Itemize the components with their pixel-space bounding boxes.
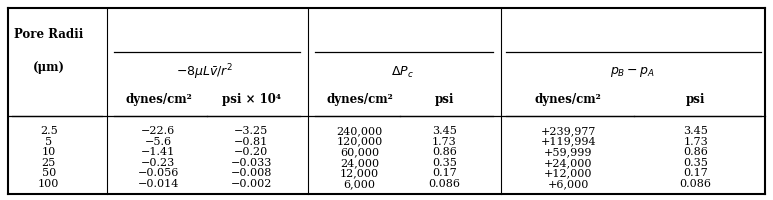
Text: −0.014: −0.014 [138,179,179,189]
Text: 12,000: 12,000 [340,168,379,178]
Text: psi: psi [686,94,706,106]
Text: 60,000: 60,000 [340,147,379,157]
Text: 0.086: 0.086 [428,179,461,189]
Text: −0.056: −0.056 [138,168,179,178]
Text: 10: 10 [42,147,56,157]
Text: $\Delta P_c$: $\Delta P_c$ [390,65,414,80]
Text: −5.6: −5.6 [145,137,172,147]
Text: 0.86: 0.86 [432,147,457,157]
Text: psi: psi [434,94,455,106]
Text: dynes/cm²: dynes/cm² [326,94,393,106]
Text: +119,994: +119,994 [540,137,596,147]
Text: −0.23: −0.23 [141,158,175,168]
Text: −0.20: −0.20 [234,147,268,157]
Text: psi × 10⁴: psi × 10⁴ [222,94,281,106]
Text: 1.73: 1.73 [432,137,457,147]
Text: 0.17: 0.17 [432,168,457,178]
Text: $-8\mu L\bar{v}/r^2$: $-8\mu L\bar{v}/r^2$ [176,62,233,82]
Text: 5: 5 [45,137,53,147]
Text: +6,000: +6,000 [547,179,589,189]
Text: 100: 100 [38,179,60,189]
Text: (μm): (μm) [32,62,65,74]
Text: 1.73: 1.73 [683,137,708,147]
Text: Pore Radii: Pore Radii [14,27,83,40]
Text: 24,000: 24,000 [340,158,379,168]
Text: 3.45: 3.45 [683,126,708,136]
Text: 0.35: 0.35 [432,158,457,168]
Text: 0.35: 0.35 [683,158,708,168]
Text: −22.6: −22.6 [141,126,175,136]
Text: +12,000: +12,000 [544,168,592,178]
Text: 2.5: 2.5 [40,126,57,136]
Text: 6,000: 6,000 [343,179,376,189]
Text: 0.086: 0.086 [679,179,712,189]
Text: −3.25: −3.25 [234,126,268,136]
Text: 0.86: 0.86 [683,147,708,157]
Text: +24,000: +24,000 [544,158,592,168]
Text: +239,977: +239,977 [540,126,596,136]
Text: 0.17: 0.17 [683,168,708,178]
Text: −0.033: −0.033 [230,158,272,168]
Text: 120,000: 120,000 [336,137,383,147]
Text: −0.008: −0.008 [230,168,272,178]
Text: −1.41: −1.41 [141,147,175,157]
Text: $p_B - p_A$: $p_B - p_A$ [610,65,655,79]
Text: 240,000: 240,000 [336,126,383,136]
Text: dynes/cm²: dynes/cm² [125,94,192,106]
Text: 50: 50 [42,168,56,178]
Text: 25: 25 [42,158,56,168]
Text: dynes/cm²: dynes/cm² [535,94,601,106]
Text: −0.002: −0.002 [230,179,272,189]
Text: 3.45: 3.45 [432,126,457,136]
Text: −0.81: −0.81 [234,137,268,147]
Text: +59,999: +59,999 [544,147,592,157]
